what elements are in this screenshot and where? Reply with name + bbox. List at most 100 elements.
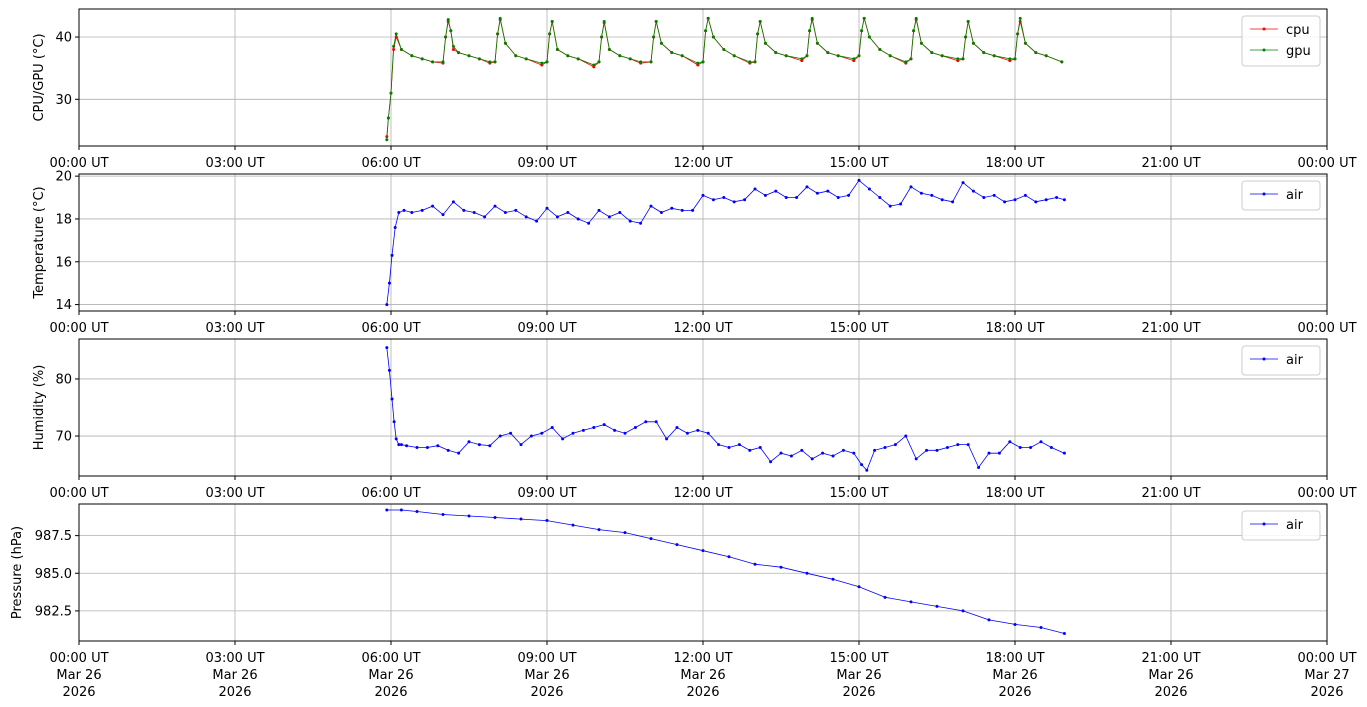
data-point	[815, 191, 819, 195]
data-point	[805, 571, 809, 575]
data-point	[722, 196, 726, 200]
data-point	[756, 32, 760, 36]
data-point	[628, 219, 632, 223]
data-point	[784, 54, 788, 58]
data-point	[774, 51, 778, 55]
data-point	[623, 431, 627, 435]
x-tick-label: 21:00 UT	[1141, 486, 1200, 501]
x-tick-label: 18:00 UT	[985, 486, 1044, 501]
data-point	[602, 19, 606, 23]
data-point	[1062, 451, 1066, 455]
x-tick-label: 09:00 UT	[517, 156, 576, 171]
data-point	[571, 431, 575, 435]
series-gpu	[385, 16, 1064, 142]
data-point	[821, 451, 825, 455]
x-tick-label: 15:00 UT	[829, 486, 888, 501]
x-tick-label: 21:00 UT	[1141, 321, 1200, 336]
data-point	[865, 468, 869, 472]
data-point	[519, 517, 523, 521]
data-point	[394, 32, 398, 36]
data-point	[857, 585, 861, 589]
data-point	[1018, 445, 1022, 449]
data-point	[701, 549, 705, 553]
data-point	[550, 19, 554, 23]
x-tick-label: 00:00 UT	[1297, 321, 1356, 336]
data-point	[732, 54, 736, 58]
data-point	[576, 57, 580, 61]
y-tick-label: 80	[55, 372, 72, 387]
x-tick-label: 03:00 UT Mar 26 2026	[205, 651, 264, 700]
data-point	[390, 253, 394, 257]
data-point	[940, 54, 944, 58]
data-point	[639, 221, 643, 225]
data-point	[743, 198, 747, 202]
data-point	[446, 448, 450, 452]
data-point	[519, 443, 523, 447]
data-point	[727, 555, 731, 559]
x-tick-label: 00:00 UT	[49, 156, 108, 171]
data-point	[857, 54, 861, 58]
legend-label-air: air	[1286, 353, 1304, 368]
x-tick-label: 12:00 UT	[673, 321, 732, 336]
data-point	[451, 47, 455, 51]
x-tick-label: 00:00 UT	[49, 321, 108, 336]
data-point	[649, 537, 653, 541]
data-point	[449, 29, 453, 33]
data-point	[488, 444, 492, 448]
legend: cpu gpu	[1241, 15, 1321, 67]
legend-marker-air	[1262, 192, 1266, 196]
data-point	[904, 60, 908, 64]
data-point	[597, 60, 601, 64]
data-point	[860, 463, 864, 467]
data-point	[883, 445, 887, 449]
data-point	[402, 208, 406, 212]
data-point	[431, 204, 435, 208]
data-point	[706, 16, 710, 20]
data-point	[904, 434, 908, 438]
series-line-air	[386, 509, 1065, 634]
data-point	[436, 444, 440, 448]
data-point	[982, 196, 986, 200]
series-line-cpu	[386, 18, 1062, 137]
data-point	[607, 215, 611, 219]
data-point	[919, 41, 923, 45]
data-point	[753, 562, 757, 566]
data-point	[477, 443, 481, 447]
data-point	[555, 47, 559, 51]
data-point	[397, 443, 401, 447]
data-point	[1029, 445, 1033, 449]
series-cpu	[385, 16, 1064, 139]
data-point	[493, 60, 497, 64]
x-tick-label: 00:00 UT	[1297, 156, 1356, 171]
data-point	[852, 451, 856, 455]
legend-marker-cpu	[1262, 27, 1266, 31]
data-point	[878, 196, 882, 200]
data-point	[883, 595, 887, 599]
data-point	[867, 35, 871, 39]
data-point	[498, 16, 502, 20]
data-point	[386, 116, 390, 120]
data-point	[815, 41, 819, 45]
data-point	[654, 19, 658, 23]
data-point	[1013, 198, 1017, 202]
data-point	[446, 18, 450, 22]
data-point	[410, 54, 414, 58]
y-tick-label: 18	[55, 212, 72, 227]
y-tick-label: 70	[55, 430, 72, 445]
data-point	[1034, 51, 1038, 55]
data-point	[795, 196, 799, 200]
data-point	[670, 51, 674, 55]
data-point	[1060, 60, 1064, 64]
y-tick-label: 16	[55, 255, 72, 270]
data-point	[1018, 16, 1022, 20]
data-point	[753, 187, 757, 191]
data-point	[909, 57, 913, 61]
data-point	[805, 54, 809, 58]
data-point	[1008, 57, 1012, 61]
data-point	[1055, 196, 1059, 200]
data-point	[652, 35, 656, 39]
data-point	[540, 431, 544, 435]
data-point	[956, 57, 960, 61]
data-point	[649, 204, 653, 208]
x-tick-label: 06:00 UT	[361, 321, 420, 336]
